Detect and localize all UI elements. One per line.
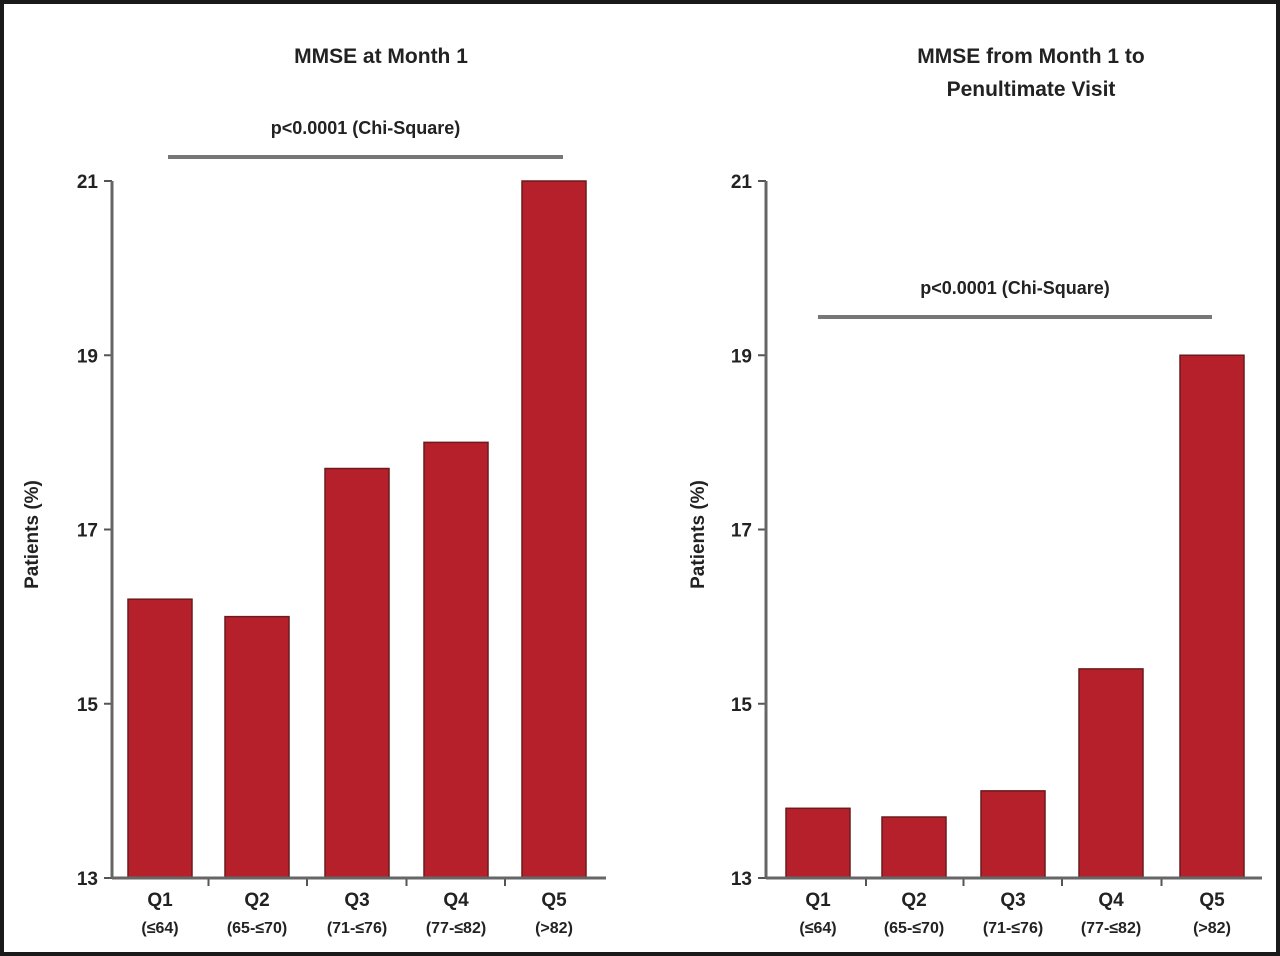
- y-tick-label: 13: [77, 869, 98, 890]
- y-tick-label: 19: [731, 346, 752, 367]
- bar-q2: [224, 615, 290, 879]
- x-tick-label: Q4: [1098, 890, 1124, 911]
- bar-q3: [980, 790, 1046, 879]
- y-tick-label: 19: [77, 346, 98, 367]
- x-tick-label: Q3: [344, 890, 369, 911]
- bar-q4: [1078, 668, 1144, 879]
- chart-frame: [4, 4, 1276, 952]
- bar-q4: [423, 441, 489, 879]
- x-tick-label: Q4: [443, 890, 469, 911]
- x-tick-sublabel: (71-≤76): [327, 920, 387, 937]
- y-tick-label: 17: [77, 521, 98, 542]
- y-axis-label: Patients (%): [22, 480, 43, 589]
- x-tick-label: Q1: [147, 890, 173, 911]
- bar-q2: [881, 816, 947, 879]
- chart-title: Penultimate Visit: [947, 78, 1116, 101]
- x-tick-sublabel: (77-≤82): [1081, 920, 1141, 937]
- x-tick-label: Q5: [541, 890, 567, 911]
- x-tick-label: Q3: [1000, 890, 1025, 911]
- y-tick-label: 15: [77, 695, 99, 716]
- bar-q3: [324, 467, 390, 879]
- chart-title: MMSE from Month 1 to: [917, 45, 1144, 68]
- significance-label: p<0.0001 (Chi-Square): [271, 118, 461, 138]
- y-tick-label: 15: [731, 695, 753, 716]
- x-tick-sublabel: (71-≤76): [983, 920, 1043, 937]
- y-tick-label: 13: [731, 869, 752, 890]
- chart-title: MMSE at Month 1: [294, 45, 468, 68]
- x-tick-label: Q1: [805, 890, 831, 911]
- significance-label: p<0.0001 (Chi-Square): [920, 278, 1110, 298]
- bar-q1: [127, 598, 193, 879]
- x-tick-sublabel: (≤64): [799, 920, 836, 937]
- x-tick-label: Q2: [901, 890, 926, 911]
- bar-q5: [1179, 354, 1245, 879]
- y-tick-label: 21: [731, 172, 753, 193]
- x-tick-sublabel: (>82): [535, 920, 573, 937]
- y-tick-label: 21: [77, 172, 99, 193]
- x-tick-sublabel: (77-≤82): [426, 920, 486, 937]
- x-tick-label: Q5: [1199, 890, 1225, 911]
- x-tick-label: Q2: [244, 890, 269, 911]
- bar-q5: [521, 180, 587, 879]
- x-tick-sublabel: (65-≤70): [227, 920, 287, 937]
- x-tick-sublabel: (>82): [1193, 920, 1231, 937]
- y-tick-label: 17: [731, 521, 752, 542]
- x-tick-sublabel: (65-≤70): [884, 920, 944, 937]
- y-axis-label: Patients (%): [688, 480, 709, 589]
- x-tick-sublabel: (≤64): [141, 920, 178, 937]
- bar-q1: [785, 807, 851, 879]
